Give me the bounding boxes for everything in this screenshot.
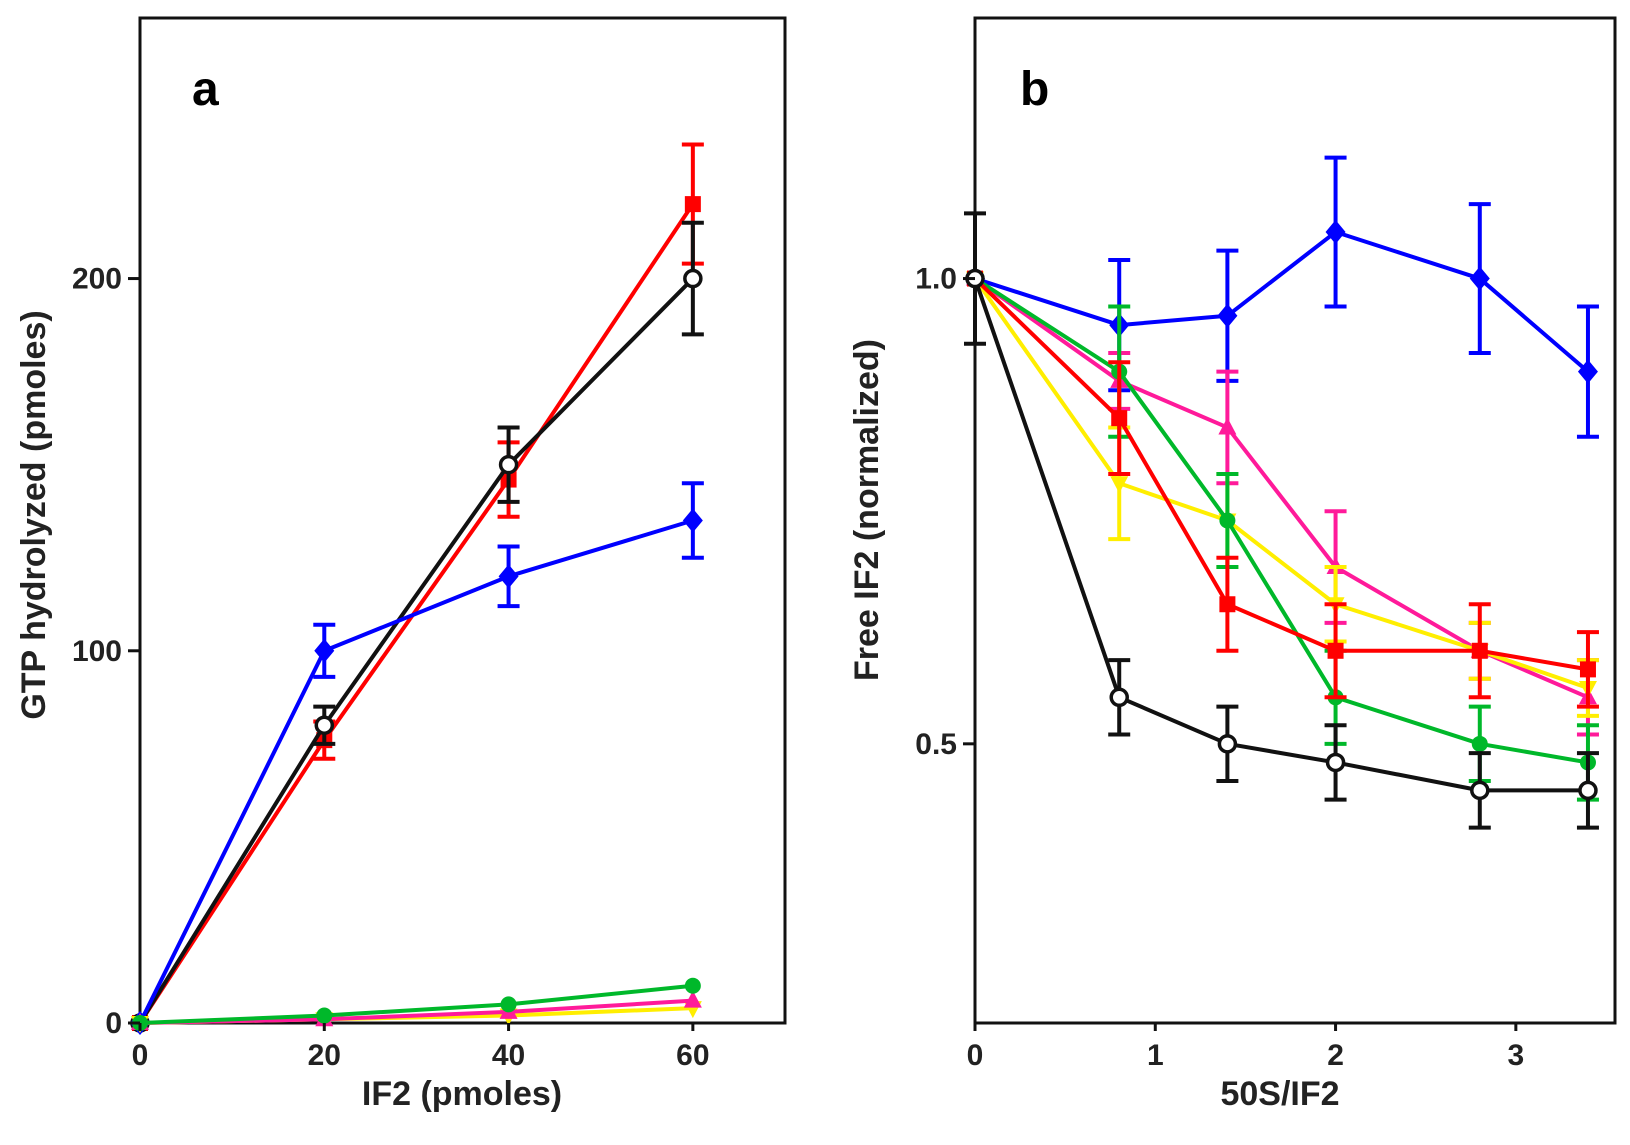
data-point-pink [1218,417,1237,435]
data-point-black [683,268,703,289]
data-point-black [314,715,335,735]
data-point-green [1219,512,1236,529]
data-point-yellow [1110,476,1129,494]
panel-a-axes: 0 20 40 60 0 100 200 [72,263,710,1072]
data-point-blue [1577,359,1598,384]
panel-a-frame [138,16,787,1025]
data-point-black [1217,734,1238,754]
series-line-yellow [973,277,1589,690]
x-tick-label: 60 [676,1039,709,1072]
panel-b-axes: 0 1 2 3 0.5 1.0 [915,263,1524,1072]
data-point-blue [314,638,335,663]
y-tick-label: 100 [72,635,122,668]
data-point-black [1578,780,1598,801]
data-point-red [1471,642,1488,659]
x-tick-label: 40 [492,1039,525,1072]
x-tick-label: 3 [1508,1039,1525,1072]
data-point-green [316,1007,333,1024]
y-tick-label: 0.5 [915,728,957,761]
data-point-blue [1325,220,1346,245]
panel-a-xlabel: IF2 (pmoles) [362,1075,562,1113]
series-black [964,211,1599,830]
data-point-black [1325,752,1346,773]
x-tick-label: 20 [308,1039,341,1072]
series-line-blue [138,518,694,1024]
series-line-black [138,277,695,1025]
series-line-green [139,983,694,1025]
data-point-green [500,996,517,1013]
series-black [130,220,704,1033]
panel-b-marks [964,155,1599,830]
panel-b-frame [973,16,1617,1025]
data-point-red [1111,410,1128,427]
series-green [132,977,701,1031]
data-point-black [498,454,519,475]
y-tick-label: 200 [72,263,122,296]
data-point-blue [498,564,519,589]
data-point-red [1327,642,1344,659]
data-point-black [1109,687,1129,708]
series-blue [965,155,1599,439]
series-line-pink [973,276,1589,700]
series-blue [130,481,704,1035]
series-red [967,270,1599,709]
panel-a-ylabel: GTP hydrolyzed (pmoles) [15,310,53,719]
data-point-black [1470,780,1490,801]
data-point-green [684,977,701,994]
x-tick-label: 2 [1327,1039,1344,1072]
data-point-blue [1469,266,1490,291]
series-line-red [973,277,1589,672]
panel-a: a 0 20 40 60 0 100 200 IF2 (pmoles) GTP hydrol… [15,16,787,1113]
series-line-red [138,202,695,1025]
panel-b-label: b [1020,63,1049,116]
y-tick-label: 1.0 [915,263,957,296]
x-tick-label: 0 [132,1039,149,1072]
data-point-pink [683,990,702,1008]
series-line-green [973,276,1589,765]
panel-b-ylabel: Free IF2 (normalized) [848,339,886,681]
panel-b-xlabel: 50S/IF2 [1220,1075,1339,1113]
series-line-blue [974,230,1590,374]
series-pink [966,268,1599,737]
data-point-green [1471,735,1488,752]
data-point-blue [1217,303,1238,328]
panel-a-label: a [192,63,219,116]
data-point-red [1579,661,1596,678]
data-point-red [1219,596,1236,613]
y-tick-label: 0 [105,1007,122,1040]
x-tick-label: 1 [1147,1039,1164,1072]
panel-a-marks [130,142,704,1035]
data-point-red [684,196,701,213]
data-point-blue [682,508,703,533]
x-tick-label: 0 [967,1039,984,1072]
series-line-black [973,277,1588,793]
panel-b: b 0 1 2 3 0.5 1.0 50S/IF2 Free IF2 (normalize… [848,16,1617,1113]
